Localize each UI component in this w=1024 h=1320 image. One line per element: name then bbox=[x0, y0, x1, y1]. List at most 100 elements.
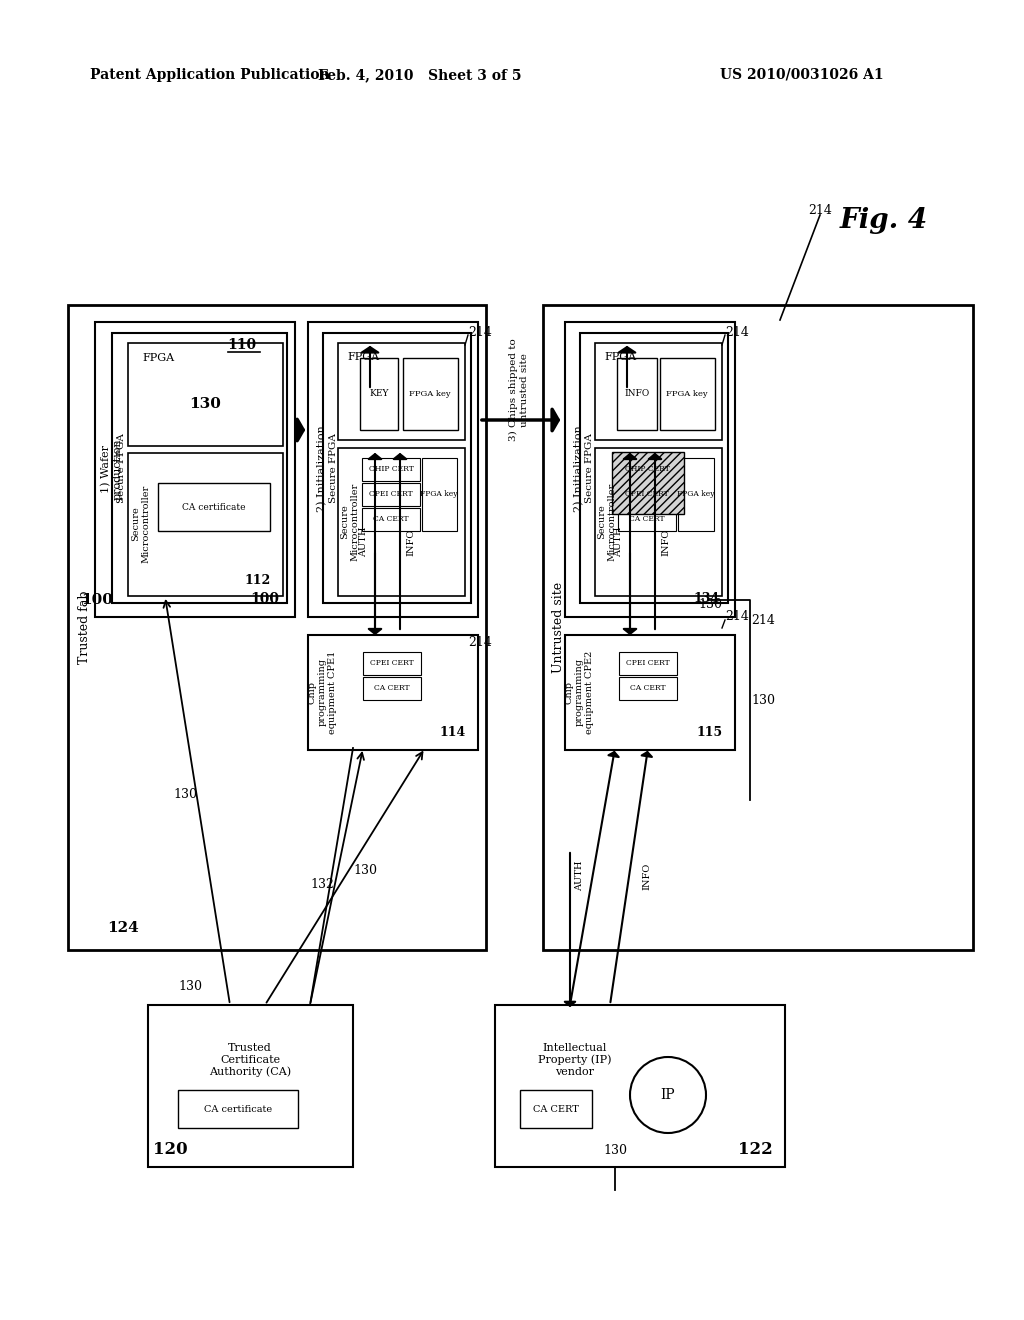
FancyBboxPatch shape bbox=[362, 458, 420, 480]
FancyBboxPatch shape bbox=[362, 508, 420, 531]
FancyBboxPatch shape bbox=[595, 447, 722, 597]
FancyBboxPatch shape bbox=[148, 1005, 353, 1167]
Text: FPGA: FPGA bbox=[142, 352, 174, 363]
Text: FPGA: FPGA bbox=[347, 352, 379, 362]
Text: Secure
Microcontroller: Secure Microcontroller bbox=[131, 484, 151, 564]
Text: Intellectual
Property (IP)
vendor: Intellectual Property (IP) vendor bbox=[539, 1043, 611, 1077]
Circle shape bbox=[630, 1057, 706, 1133]
FancyBboxPatch shape bbox=[360, 358, 398, 430]
Text: 130: 130 bbox=[173, 788, 197, 801]
Text: KEY: KEY bbox=[370, 389, 389, 399]
FancyBboxPatch shape bbox=[543, 305, 973, 950]
FancyBboxPatch shape bbox=[128, 343, 283, 446]
Text: 124: 124 bbox=[108, 921, 139, 935]
Text: 130: 130 bbox=[353, 863, 377, 876]
FancyBboxPatch shape bbox=[595, 343, 722, 440]
Text: FPGA key: FPGA key bbox=[420, 490, 458, 498]
Text: CHIP CERT: CHIP CERT bbox=[369, 465, 414, 473]
Text: 214: 214 bbox=[468, 636, 492, 649]
FancyBboxPatch shape bbox=[362, 483, 420, 506]
FancyBboxPatch shape bbox=[618, 458, 676, 480]
Text: 132: 132 bbox=[310, 879, 334, 891]
Text: CA CERT: CA CERT bbox=[374, 684, 410, 692]
FancyBboxPatch shape bbox=[612, 451, 684, 513]
Text: AUTH: AUTH bbox=[359, 527, 369, 557]
FancyBboxPatch shape bbox=[362, 652, 421, 675]
Text: 110: 110 bbox=[227, 338, 257, 352]
FancyBboxPatch shape bbox=[308, 635, 478, 750]
FancyBboxPatch shape bbox=[112, 333, 287, 603]
Text: 214: 214 bbox=[725, 610, 749, 623]
Text: Fig. 4: Fig. 4 bbox=[840, 206, 928, 234]
Text: Chip
programming
equipment CPE1: Chip programming equipment CPE1 bbox=[307, 651, 337, 734]
Text: INFO: INFO bbox=[625, 389, 649, 399]
FancyBboxPatch shape bbox=[158, 483, 270, 531]
Text: 114: 114 bbox=[440, 726, 466, 738]
Text: CA CERT: CA CERT bbox=[534, 1105, 579, 1114]
Text: 115: 115 bbox=[697, 726, 723, 738]
Text: CA CERT: CA CERT bbox=[373, 515, 409, 523]
Text: 134: 134 bbox=[694, 593, 720, 606]
Text: 130: 130 bbox=[698, 598, 722, 611]
Text: 130: 130 bbox=[189, 397, 221, 411]
FancyBboxPatch shape bbox=[403, 358, 458, 430]
FancyBboxPatch shape bbox=[128, 453, 283, 597]
FancyBboxPatch shape bbox=[565, 635, 735, 750]
Text: FPGA key: FPGA key bbox=[667, 389, 708, 399]
Text: Feb. 4, 2010   Sheet 3 of 5: Feb. 4, 2010 Sheet 3 of 5 bbox=[318, 69, 522, 82]
Text: CPEI CERT: CPEI CERT bbox=[625, 490, 669, 498]
Text: AUTH: AUTH bbox=[614, 527, 624, 557]
FancyBboxPatch shape bbox=[618, 677, 677, 700]
Text: AUTH: AUTH bbox=[575, 861, 585, 891]
Text: 100: 100 bbox=[251, 591, 280, 606]
Text: 130: 130 bbox=[178, 979, 202, 993]
Text: FPGA key: FPGA key bbox=[677, 490, 715, 498]
FancyBboxPatch shape bbox=[68, 305, 486, 950]
Text: Untrusted site: Untrusted site bbox=[553, 581, 565, 673]
Text: 214: 214 bbox=[751, 614, 775, 627]
Text: 122: 122 bbox=[737, 1140, 772, 1158]
Text: 2) Initialization: 2) Initialization bbox=[316, 425, 327, 512]
Text: 214: 214 bbox=[725, 326, 749, 339]
FancyBboxPatch shape bbox=[95, 322, 295, 616]
FancyBboxPatch shape bbox=[338, 447, 465, 597]
Text: CA certificate: CA certificate bbox=[182, 503, 246, 511]
FancyBboxPatch shape bbox=[565, 322, 735, 616]
FancyBboxPatch shape bbox=[618, 652, 677, 675]
Text: CHIP CERT: CHIP CERT bbox=[625, 465, 670, 473]
FancyBboxPatch shape bbox=[660, 358, 715, 430]
Text: 112: 112 bbox=[245, 573, 271, 586]
FancyBboxPatch shape bbox=[178, 1090, 298, 1129]
Text: INFO: INFO bbox=[662, 528, 671, 556]
Text: 130: 130 bbox=[603, 1143, 627, 1156]
Text: CA CERT: CA CERT bbox=[630, 684, 666, 692]
FancyBboxPatch shape bbox=[580, 333, 728, 603]
Text: FPGA: FPGA bbox=[604, 352, 636, 362]
Text: US 2010/0031026 A1: US 2010/0031026 A1 bbox=[720, 69, 884, 82]
Text: Trusted fab: Trusted fab bbox=[78, 590, 90, 664]
Text: 3) Chips shipped to
untrusted site: 3) Chips shipped to untrusted site bbox=[509, 339, 528, 441]
Text: Patent Application Publication: Patent Application Publication bbox=[90, 69, 330, 82]
Text: IP: IP bbox=[660, 1088, 675, 1102]
Text: 214: 214 bbox=[468, 326, 492, 339]
Text: 100: 100 bbox=[81, 593, 113, 607]
Text: CPEI CERT: CPEI CERT bbox=[369, 490, 413, 498]
FancyBboxPatch shape bbox=[422, 458, 457, 531]
Text: CA CERT: CA CERT bbox=[629, 515, 665, 523]
FancyBboxPatch shape bbox=[362, 677, 421, 700]
Text: Secure
Microcontroller: Secure Microcontroller bbox=[340, 483, 359, 561]
FancyBboxPatch shape bbox=[338, 343, 465, 440]
Text: INFO: INFO bbox=[642, 862, 651, 890]
FancyBboxPatch shape bbox=[495, 1005, 785, 1167]
FancyBboxPatch shape bbox=[520, 1090, 592, 1129]
FancyBboxPatch shape bbox=[323, 333, 471, 603]
Text: 1) Wafer
production: 1) Wafer production bbox=[101, 438, 123, 500]
Text: CPEI CERT: CPEI CERT bbox=[626, 659, 670, 667]
FancyBboxPatch shape bbox=[617, 358, 657, 430]
FancyBboxPatch shape bbox=[618, 483, 676, 506]
Text: 130: 130 bbox=[751, 693, 775, 706]
FancyBboxPatch shape bbox=[308, 322, 478, 616]
Text: Secure FPGA: Secure FPGA bbox=[586, 433, 595, 503]
Text: CPEI CERT: CPEI CERT bbox=[370, 659, 414, 667]
FancyBboxPatch shape bbox=[678, 458, 714, 531]
